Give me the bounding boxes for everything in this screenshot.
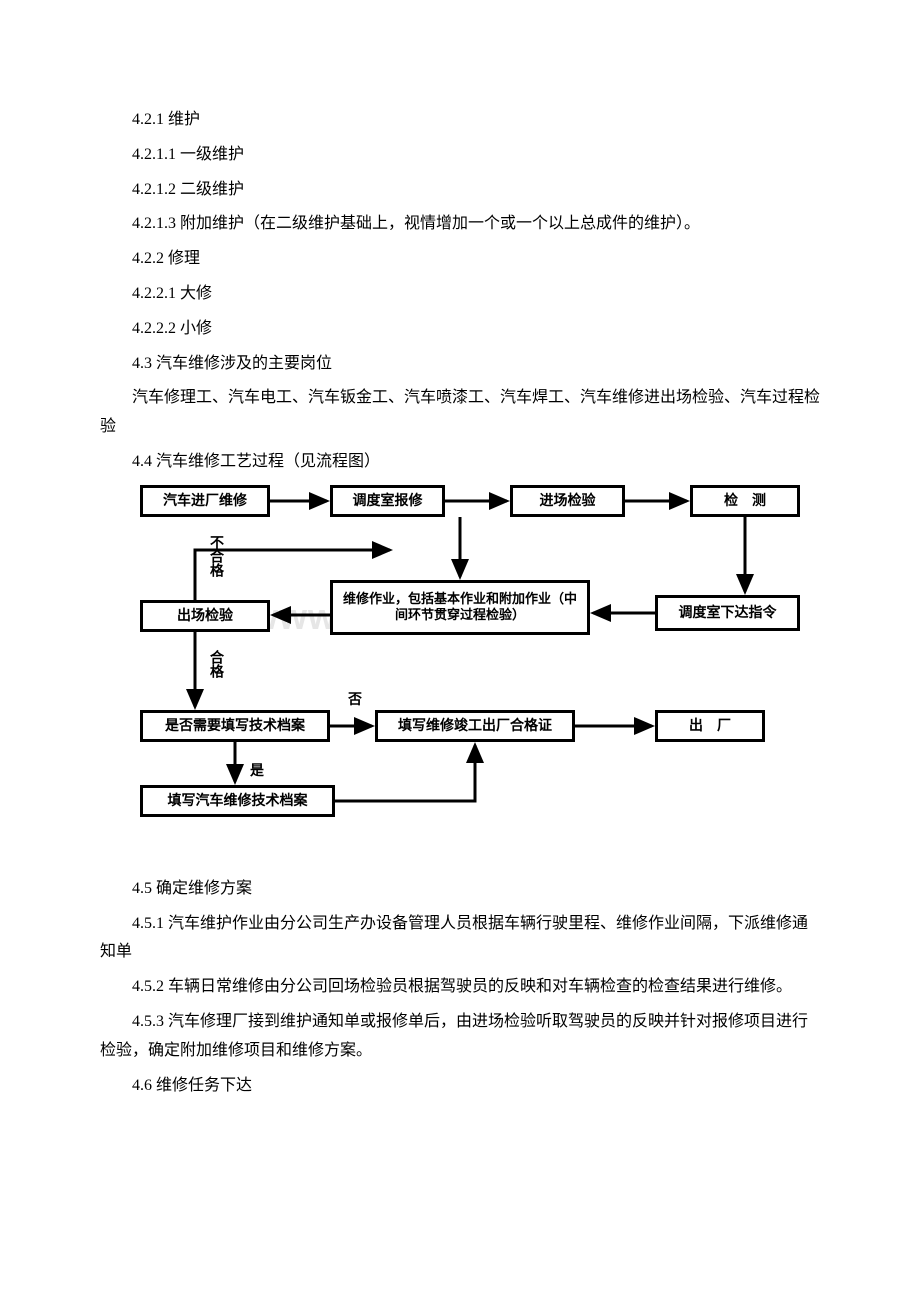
- para-4-2-1-3: 4.2.1.3 附加维护（在二级维护基础上，视情增加一个或一个以上总成件的维护）…: [100, 210, 820, 239]
- para-4-6: 4.6 维修任务下达: [100, 1072, 820, 1101]
- node-write-archive: 填写汽车维修技术档案: [140, 785, 335, 817]
- para-4-2-1-1: 4.2.1.1 一级维护: [100, 141, 820, 170]
- para-4-2-2: 4.2.2 修理: [100, 245, 820, 274]
- para-4-5-2: 4.5.2 车辆日常维修由分公司回场检验员根据驾驶员的反映和对车辆检查的检查结果…: [100, 973, 820, 1002]
- label-fail: 不合格: [210, 535, 224, 577]
- node-entry-inspect: 进场检验: [510, 485, 625, 517]
- node-exit-inspect: 出场检验: [140, 600, 270, 632]
- node-maintenance-work: 维修作业，包括基本作业和附加作业（中间环节贯穿过程检验）: [330, 580, 590, 635]
- flow-arrows: [140, 485, 820, 835]
- node-detect: 检 测: [690, 485, 800, 517]
- label-yes: 是: [250, 758, 264, 783]
- para-4-2-2-2: 4.2.2.2 小修: [100, 315, 820, 344]
- para-4-5: 4.5 确定维修方案: [100, 875, 820, 904]
- node-need-archive: 是否需要填写技术档案: [140, 710, 330, 742]
- para-roles: 汽车修理工、汽车电工、汽车钣金工、汽车喷漆工、汽车焊工、汽车维修进出场检验、汽车…: [100, 384, 820, 442]
- para-4-5-3: 4.5.3 汽车修理厂接到维护通知单或报修单后，由进场检验听取驾驶员的反映并针对…: [100, 1008, 820, 1066]
- node-enter-factory: 汽车进厂维修: [140, 485, 270, 517]
- label-no: 否: [348, 687, 362, 712]
- label-pass: 合格: [210, 650, 224, 678]
- para-4-2-2-1: 4.2.2.1 大修: [100, 280, 820, 309]
- para-4-5-1: 4.5.1 汽车维护作业由分公司生产办设备管理人员根据车辆行驶里程、维修作业间隔…: [100, 910, 820, 968]
- para-4-2-1-2: 4.2.1.2 二级维护: [100, 176, 820, 205]
- para-4-2-1: 4.2.1 维护: [100, 106, 820, 135]
- node-leave-factory: 出 厂: [655, 710, 765, 742]
- node-dispatch-report: 调度室报修: [330, 485, 445, 517]
- para-4-3: 4.3 汽车维修涉及的主要岗位: [100, 350, 820, 379]
- node-dispatch-order: 调度室下达指令: [655, 595, 800, 631]
- para-4-4: 4.4 汽车维修工艺过程（见流程图）: [100, 448, 820, 477]
- flowchart: www.bdocx.com 汽车进厂维修 调度室报修 进场检验 检 测 出场检验…: [140, 485, 820, 835]
- node-write-certificate: 填写维修竣工出厂合格证: [375, 710, 575, 742]
